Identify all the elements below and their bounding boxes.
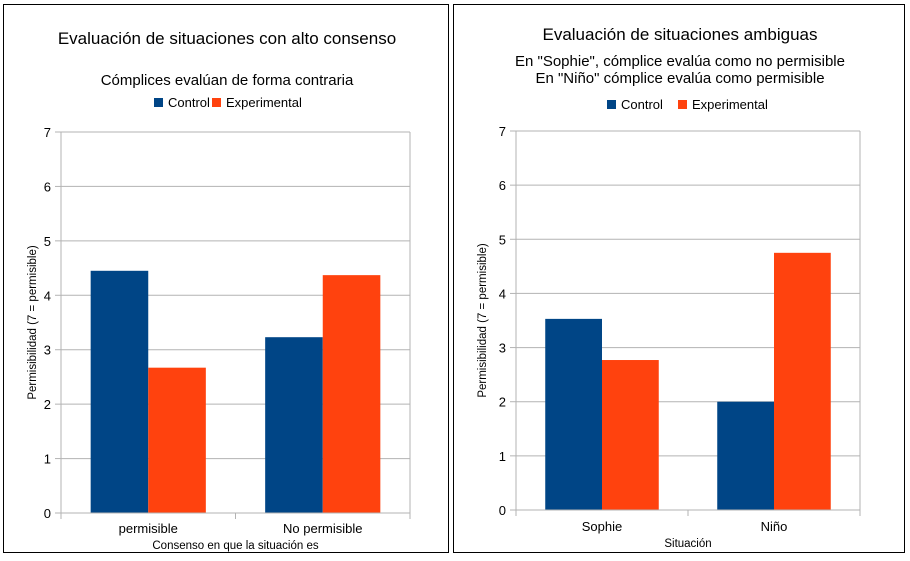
y-tick-label: 0 [44, 506, 51, 521]
y-tick-label: 4 [499, 286, 506, 301]
legend-label-experimental: Experimental [692, 97, 768, 112]
bar-experimental-0 [602, 360, 659, 510]
chart-ambiguous: Evaluación de situaciones ambiguas En "So… [477, 25, 861, 550]
x-category-label: Niño [761, 519, 788, 534]
bar-experimental-1 [322, 275, 381, 513]
y-tick-label: 3 [44, 343, 51, 358]
bar-control-1 [265, 337, 323, 513]
y-tick-label: 7 [499, 124, 506, 139]
chart-subtitle: En "Sophie", cómplice evalúa como no per… [515, 53, 845, 70]
y-tick-label: 5 [499, 232, 506, 247]
chart-title: Evaluación de situaciones con alto conse… [58, 29, 396, 48]
x-axis-label: Situación [664, 538, 711, 550]
chart-subtitle: Cómplices evalúan de forma contraria [101, 72, 354, 89]
chart-panel-high-consensus: Evaluación de situaciones con alto conse… [3, 4, 449, 553]
y-axis-label: Permisibilidad (7 = permisible) [27, 245, 39, 400]
bar-experimental-0 [148, 367, 206, 513]
x-axis-label: Consenso en que la situación es [152, 540, 318, 552]
legend-label-control: Control [621, 97, 663, 112]
legend-label-control: Control [168, 95, 210, 110]
y-tick-label: 2 [44, 397, 51, 412]
legend-swatch-control [154, 98, 163, 107]
y-axis-label: Permisibilidad (7 = permisible) [477, 243, 489, 398]
chart-subtitle: En "Niño" cómplice evalúa como permisibl… [535, 70, 824, 87]
x-category-label: No permisible [283, 521, 362, 536]
y-tick-label: 1 [499, 449, 506, 464]
bar-control-0 [545, 318, 602, 510]
y-tick-label: 6 [499, 178, 506, 193]
y-tick-label: 2 [499, 395, 506, 410]
x-category-label: permisible [119, 521, 178, 536]
chart-panel-ambiguous: Evaluación de situaciones ambiguas En "So… [453, 4, 905, 553]
y-tick-label: 1 [44, 452, 51, 467]
bar-control-1 [717, 401, 774, 510]
y-tick-label: 4 [44, 288, 51, 303]
legend-swatch-experimental [212, 98, 221, 107]
chart-title: Evaluación de situaciones ambiguas [542, 25, 817, 44]
legend-label-experimental: Experimental [226, 95, 302, 110]
bar-experimental-1 [774, 252, 831, 511]
chart-high-consensus: Evaluación de situaciones con alto conse… [27, 29, 411, 552]
y-tick-label: 7 [44, 125, 51, 140]
bar-control-0 [90, 270, 149, 513]
y-tick-label: 3 [499, 341, 506, 356]
legend-swatch-experimental [678, 100, 687, 109]
legend-swatch-control [607, 100, 616, 109]
y-tick-label: 6 [44, 179, 51, 194]
x-category-label: Sophie [582, 519, 622, 534]
y-tick-label: 0 [499, 503, 506, 518]
y-tick-label: 5 [44, 234, 51, 249]
